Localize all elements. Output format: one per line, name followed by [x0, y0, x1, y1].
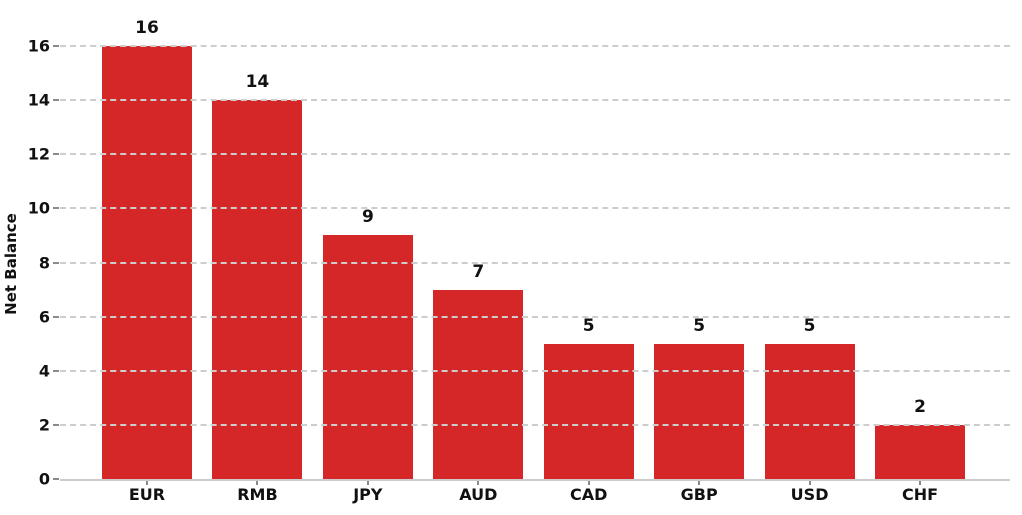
y-tick-mark: [53, 99, 59, 102]
bar: [322, 235, 413, 479]
gridline: [60, 99, 1010, 102]
x-tick-label: RMB: [237, 485, 278, 504]
bar: [433, 289, 524, 479]
y-tick-label: 8: [38, 253, 50, 272]
bar-value-label: 9: [361, 207, 374, 228]
y-tick-label: 10: [27, 198, 50, 218]
gridline: [60, 261, 1010, 264]
y-tick-label: 14: [27, 90, 50, 110]
bar: [212, 100, 303, 479]
bar-value-label: 16: [135, 18, 159, 38]
bar: [654, 343, 745, 479]
x-tick-mark: [146, 481, 148, 485]
y-tick-mark: [53, 478, 59, 480]
y-tick-label: 0: [38, 469, 50, 489]
x-tick-mark: [587, 481, 590, 485]
x-tick-label: EUR: [128, 485, 166, 504]
y-tick-mark: [53, 207, 59, 210]
x-tick-label: USD: [790, 485, 829, 504]
bar-value-label: 5: [803, 315, 816, 336]
x-tick-mark: [698, 481, 701, 485]
bar: [875, 424, 965, 479]
y-tick-mark: [53, 153, 59, 156]
x-tick-mark: [366, 481, 369, 485]
x-tick-label: AUD: [459, 485, 498, 504]
y-tick-label: 4: [38, 361, 50, 381]
bar-value-label: 7: [472, 261, 485, 282]
bar-value-label: 5: [693, 315, 706, 336]
x-tick-label: JPY: [353, 485, 383, 504]
gridline: [60, 423, 1010, 426]
y-tick-mark: [53, 315, 59, 318]
x-tick-mark: [477, 481, 480, 485]
x-tick-mark: [256, 481, 259, 485]
x-tick-label: CAD: [570, 485, 608, 504]
x-axis-line: [60, 479, 1010, 481]
bar-value-label: 5: [582, 315, 595, 336]
y-tick-mark: [53, 423, 59, 426]
y-tick-label: 2: [38, 415, 50, 435]
bar: [764, 343, 855, 479]
gridline: [60, 153, 1010, 156]
gridline: [60, 207, 1010, 210]
bar-value-label: 2: [914, 396, 926, 417]
plot-area: 16 14 9 7 5 5 5 2: [60, 18, 1010, 479]
y-tick-mark: [53, 261, 59, 264]
gridline: [60, 45, 1010, 47]
y-tick-label: 12: [27, 144, 50, 164]
y-tick-mark: [53, 45, 59, 47]
bar: [543, 343, 634, 479]
x-tick-label: CHF: [901, 485, 939, 504]
y-tick-label: 16: [27, 36, 50, 56]
bar-value-label: 14: [245, 72, 270, 93]
x-tick-label: GBP: [680, 485, 718, 504]
y-tick-label: 6: [38, 307, 50, 327]
gridline: [60, 315, 1010, 318]
x-tick-mark: [919, 481, 921, 485]
y-tick-mark: [53, 369, 59, 372]
x-tick-mark: [808, 481, 811, 485]
gridline: [60, 369, 1010, 372]
